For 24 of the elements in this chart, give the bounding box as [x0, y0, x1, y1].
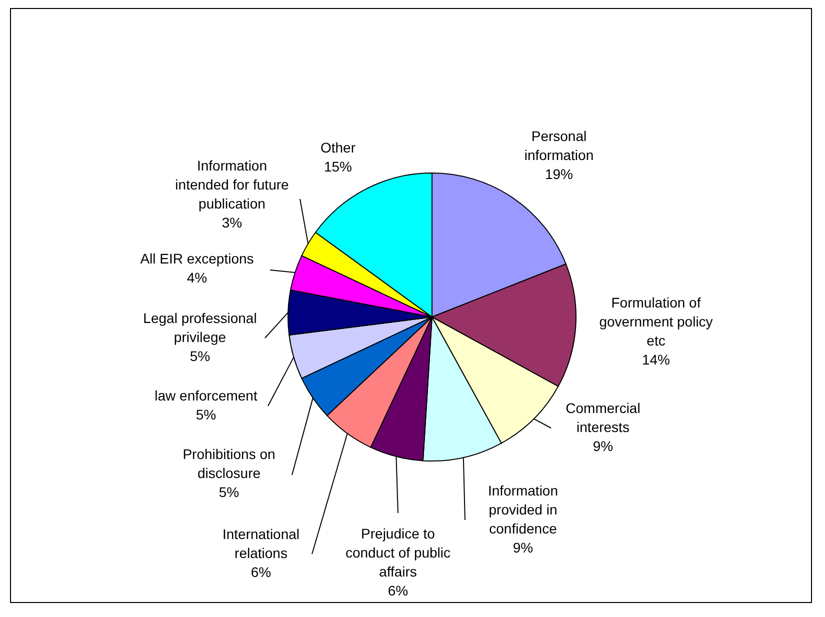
- data-label: 19%: [544, 166, 574, 182]
- slice-label: Information provided in confidence: [488, 482, 558, 536]
- data-label: 3%: [222, 214, 242, 230]
- slice-label: Legal professional privilege: [143, 310, 257, 345]
- slice-label: law enforcement: [154, 387, 258, 404]
- data-label: 4%: [186, 269, 208, 286]
- slice-label: Prejudice to conduct of public affairs: [345, 525, 451, 580]
- slice-label: Prohibitions on disclosure: [182, 446, 276, 481]
- slice-label: Personal information: [524, 128, 594, 163]
- data-label: 5%: [196, 406, 216, 422]
- slice-label: Commercial interests: [566, 400, 640, 435]
- slice-label: All EIR exceptions: [140, 250, 254, 266]
- slice-label: International relations: [222, 526, 300, 561]
- slice-label: Formulation of government policy etc: [599, 294, 713, 348]
- data-label: 14%: [642, 351, 670, 368]
- slice-label: Other: [320, 139, 356, 156]
- data-label: 9%: [512, 539, 534, 556]
- data-label: 15%: [324, 158, 352, 174]
- data-label: 5%: [190, 348, 210, 364]
- data-label: 9%: [592, 438, 614, 454]
- slice-label: Information intended for future publication: [175, 157, 290, 212]
- data-label: 6%: [388, 582, 408, 598]
- data-label: 6%: [250, 564, 272, 580]
- data-label: 5%: [218, 484, 240, 500]
